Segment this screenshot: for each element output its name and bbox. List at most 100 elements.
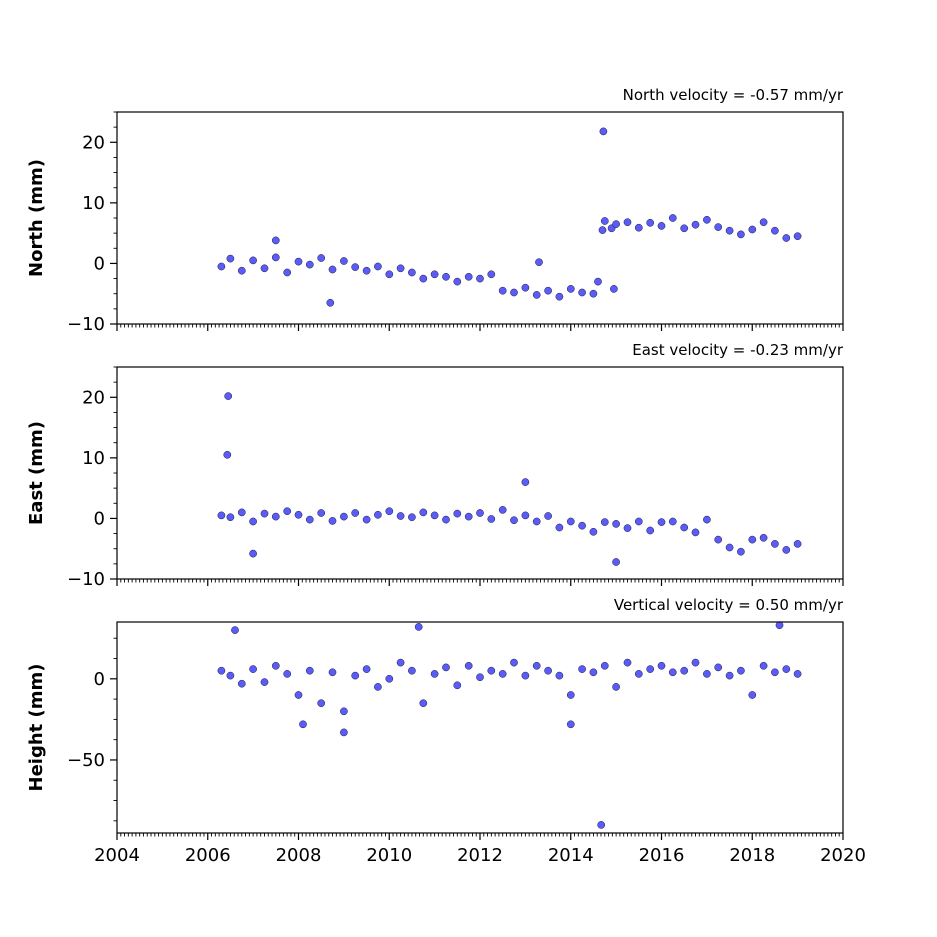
height-data-point (680, 666, 689, 675)
east-data-point (566, 517, 575, 526)
height-data-point (271, 661, 280, 670)
east-y-tick-label: −10 (67, 569, 105, 590)
north-data-point (351, 263, 360, 271)
north-data-point (782, 234, 791, 242)
east-data-point (589, 527, 598, 536)
east-data-point (555, 523, 564, 532)
height-data-point (231, 626, 239, 634)
north-data-point (737, 230, 745, 239)
north-data-point (340, 257, 348, 265)
north-data-point (294, 257, 303, 266)
height-data-point (578, 665, 586, 673)
east-data-point (657, 518, 666, 526)
east-data-point (374, 510, 382, 519)
east-data-point (408, 513, 416, 522)
east-data-point (725, 543, 734, 552)
east-data-point (419, 508, 428, 517)
north-data-point (464, 272, 473, 281)
east-data-point (226, 513, 235, 522)
east-data-point (532, 517, 541, 526)
height-data-point (430, 670, 439, 678)
north-data-point (599, 127, 608, 136)
height-data-point (612, 683, 620, 691)
north-data-point (498, 286, 507, 295)
east-data-point (782, 546, 791, 554)
height-y-tick-label: −50 (67, 750, 105, 771)
height-data-point (634, 670, 643, 678)
north-data-point (487, 270, 496, 279)
height-data-point (623, 658, 632, 667)
height-x-tick-label: 2008 (276, 845, 322, 866)
height-x-tick-label: 2020 (820, 845, 866, 866)
north-data-point (657, 222, 666, 230)
north-data-point (317, 254, 326, 262)
north-data-point (385, 270, 394, 279)
north-data-point (521, 283, 530, 292)
east-y-tick-label: 0 (94, 508, 105, 529)
height-data-point (589, 668, 598, 677)
height-x-tick-label: 2014 (548, 845, 594, 866)
east-data-point (521, 478, 530, 486)
north-points (217, 127, 802, 307)
east-data-point (668, 517, 677, 526)
east-data-point (510, 516, 518, 525)
east-data-point (680, 523, 689, 532)
north-data-point (532, 291, 541, 299)
height-data-point (597, 821, 606, 829)
height-data-point (299, 720, 307, 729)
east-velocity-title: East velocity = -0.23 mm/yr (632, 341, 844, 359)
north-data-point (771, 226, 779, 235)
height-data-point (351, 671, 360, 680)
east-data-point (340, 512, 348, 521)
east-data-point (396, 512, 405, 520)
north-data-point (600, 217, 609, 225)
north-data-point (328, 265, 337, 274)
north-data-point (326, 298, 335, 307)
east-data-point (294, 510, 303, 519)
height-data-point (294, 691, 303, 699)
east-data-point (600, 518, 609, 526)
height-data-point (487, 666, 496, 675)
east-data-point (714, 535, 723, 544)
north-data-point (759, 218, 768, 227)
east-panel: −10 0 10 20 East (mm) East velocity = -0.23 m… (26, 341, 844, 590)
north-data-point (578, 288, 586, 297)
height-velocity-title: Vertical velocity = 0.50 mm/yr (614, 596, 844, 614)
east-data-point (430, 511, 439, 520)
height-data-point (714, 663, 723, 672)
north-y-tick-label: 10 (82, 193, 105, 214)
north-data-point (793, 232, 802, 241)
east-data-point (237, 508, 246, 517)
north-data-point (646, 218, 655, 227)
height-data-point (442, 663, 450, 672)
height-data-point (771, 668, 779, 677)
height-points (217, 621, 802, 829)
height-data-point (328, 668, 337, 677)
east-data-point (249, 549, 257, 558)
east-data-point (476, 509, 484, 517)
east-data-point (271, 512, 280, 521)
east-data-point (442, 515, 450, 524)
height-data-point (759, 661, 768, 670)
east-data-point (748, 535, 757, 544)
north-data-point (535, 258, 543, 267)
height-data-point (362, 665, 371, 673)
east-data-point (249, 517, 257, 526)
height-data-point (703, 670, 711, 678)
east-data-point (771, 540, 779, 548)
east-data-point (612, 558, 620, 566)
height-data-point (657, 661, 666, 670)
north-data-point (419, 274, 428, 283)
east-data-point (487, 515, 496, 523)
east-data-point (223, 450, 232, 459)
height-x-tick-label: 2016 (639, 845, 685, 866)
east-y-tick-label: 10 (82, 448, 105, 469)
height-x-tick-label: 2004 (94, 845, 140, 866)
east-data-point (634, 517, 643, 526)
north-data-point (610, 285, 618, 293)
height-data-point (793, 670, 802, 678)
east-data-point (703, 515, 711, 524)
east-data-point (453, 509, 462, 518)
east-points (217, 392, 802, 566)
north-data-point (271, 253, 280, 262)
